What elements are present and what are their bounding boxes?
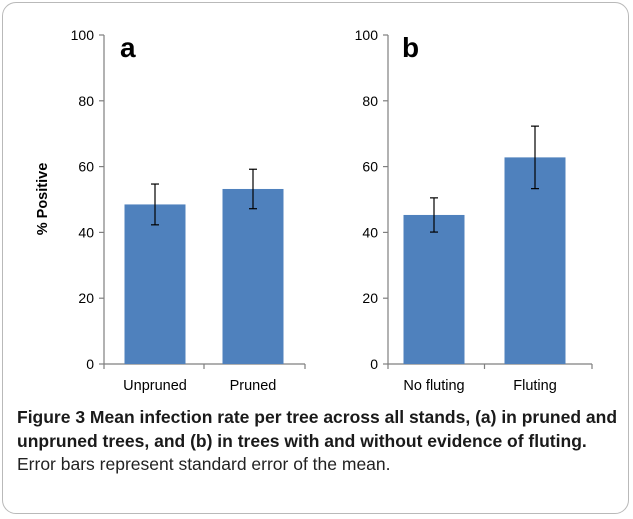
panel-a-y-tick-label: 40 xyxy=(78,224,94,240)
panel-b-y-tick-label: 20 xyxy=(362,290,378,306)
panel-a-y-tick-label: 60 xyxy=(78,159,94,175)
panel-b-label: b xyxy=(402,32,419,63)
panel-a-bar-unpruned xyxy=(124,204,186,364)
panel-a-ylabel: % Positive xyxy=(35,163,51,236)
panel-b-y-tick-label: 40 xyxy=(362,224,378,240)
panel-a-bar-pruned xyxy=(222,188,284,364)
panel-b-y-tick-label: 0 xyxy=(370,356,378,372)
panel-b-y-tick-label: 100 xyxy=(355,27,379,43)
panel-b-bar-no-fluting xyxy=(403,214,465,364)
panel-a-category-label: Unpruned xyxy=(123,378,187,394)
panel-a-category-label: Pruned xyxy=(230,378,277,394)
panel-a-y-tick-label: 100 xyxy=(71,27,95,43)
panel-b-bar-fluting xyxy=(504,157,566,364)
panel-a-y-tick-label: 0 xyxy=(86,356,94,372)
charts-svg: % Positive 0 20 40 60 80 100 Unpruned Pruned a 0 2… xyxy=(35,27,593,394)
panel-a-y-tick-label: 80 xyxy=(78,93,94,109)
caption-text: Error bars represent standard error of t… xyxy=(17,454,391,474)
caption-title: Figure 3 Mean infection rate per tree ac… xyxy=(17,407,618,451)
panel-b-category-label: Fluting xyxy=(513,378,557,394)
panel-b-y-tick-label: 80 xyxy=(362,93,378,109)
panel-a-y-tick-label: 20 xyxy=(78,290,94,306)
panel-a-label: a xyxy=(120,32,136,63)
panel-b-category-label: No fluting xyxy=(403,378,464,394)
panel-b-y-tick-label: 60 xyxy=(362,159,378,175)
figure-caption: Figure 3 Mean infection rate per tree ac… xyxy=(17,406,617,477)
